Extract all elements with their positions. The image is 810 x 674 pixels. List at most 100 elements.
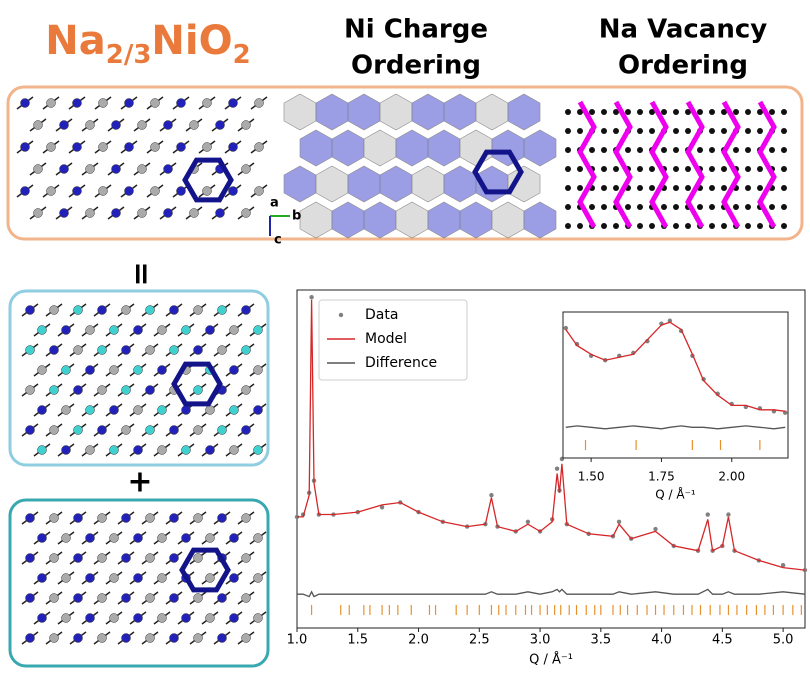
atom — [781, 166, 787, 172]
octahedron — [492, 130, 524, 166]
atom — [146, 594, 155, 603]
page: {"headings": {"formula": ["Na", "2/3", "… — [0, 0, 810, 670]
atom — [60, 165, 69, 174]
atom — [194, 514, 203, 523]
octahedron — [428, 130, 460, 166]
atom — [21, 187, 30, 196]
atom — [254, 366, 263, 375]
atom — [637, 128, 643, 134]
legend-label: Model — [365, 331, 407, 347]
atom — [151, 143, 160, 152]
atom — [203, 143, 212, 152]
atom — [242, 634, 251, 643]
atom — [206, 406, 215, 415]
atom — [62, 366, 71, 375]
atom — [146, 426, 155, 435]
atom — [26, 514, 35, 523]
atom — [589, 109, 595, 115]
hexagon — [182, 550, 228, 590]
octahedron — [332, 202, 364, 238]
octahedron — [380, 94, 412, 130]
x-tick-label: 2.5 — [469, 633, 490, 648]
atom — [565, 223, 571, 229]
octahedron — [444, 94, 476, 130]
formula-subscript: 2 — [233, 40, 251, 70]
atom — [203, 99, 212, 108]
atom — [757, 128, 763, 134]
atom — [50, 346, 59, 355]
atom — [565, 147, 571, 153]
atom — [50, 514, 59, 523]
atom — [26, 386, 35, 395]
atom — [218, 514, 227, 523]
data-point — [706, 512, 710, 516]
atom — [685, 128, 691, 134]
atom — [47, 187, 56, 196]
atom — [112, 121, 121, 130]
atom — [255, 187, 264, 196]
atom — [577, 166, 583, 172]
atom — [60, 209, 69, 218]
formula-part: NiO — [151, 18, 232, 64]
atom — [194, 554, 203, 563]
atom — [601, 185, 607, 191]
atom — [218, 426, 227, 435]
atom — [26, 594, 35, 603]
atom — [110, 574, 119, 583]
atom — [206, 534, 215, 543]
legend-label: Difference — [365, 355, 437, 371]
atom — [733, 204, 739, 210]
atom — [637, 166, 643, 172]
atom — [649, 185, 655, 191]
atom — [637, 147, 643, 153]
atom — [134, 326, 143, 335]
atom — [74, 386, 83, 395]
atom — [745, 223, 751, 229]
atom — [577, 128, 583, 134]
atom — [242, 426, 251, 435]
atom — [661, 109, 667, 115]
atom — [182, 446, 191, 455]
atom — [255, 99, 264, 108]
atom — [781, 128, 787, 134]
atom — [709, 223, 715, 229]
atom — [50, 554, 59, 563]
atom — [203, 187, 212, 196]
atom — [218, 634, 227, 643]
atom — [38, 406, 47, 415]
atom — [182, 406, 191, 415]
data-point — [309, 295, 313, 299]
atom — [242, 594, 251, 603]
atom — [99, 187, 108, 196]
atom — [230, 326, 239, 335]
atom — [146, 514, 155, 523]
equals-sign: = — [124, 261, 159, 286]
atom — [697, 147, 703, 153]
atom — [170, 634, 179, 643]
octahedron — [412, 166, 444, 202]
atom — [206, 574, 215, 583]
atom — [21, 99, 30, 108]
atom — [230, 406, 239, 415]
atom — [194, 346, 203, 355]
atom — [745, 109, 751, 115]
octahedron — [508, 94, 540, 130]
atom — [164, 121, 173, 130]
atom — [99, 143, 108, 152]
atom — [661, 204, 667, 210]
octahedron — [284, 166, 316, 202]
atom — [745, 166, 751, 172]
octahedron — [396, 130, 428, 166]
atom — [601, 166, 607, 172]
atom — [721, 128, 727, 134]
atom — [38, 534, 47, 543]
atom — [138, 209, 147, 218]
atom — [769, 204, 775, 210]
legend-label: Data — [365, 307, 398, 323]
atom — [229, 187, 238, 196]
atom — [50, 594, 59, 603]
octahedron — [332, 130, 364, 166]
atom — [86, 574, 95, 583]
atom — [230, 534, 239, 543]
atom — [242, 209, 251, 218]
